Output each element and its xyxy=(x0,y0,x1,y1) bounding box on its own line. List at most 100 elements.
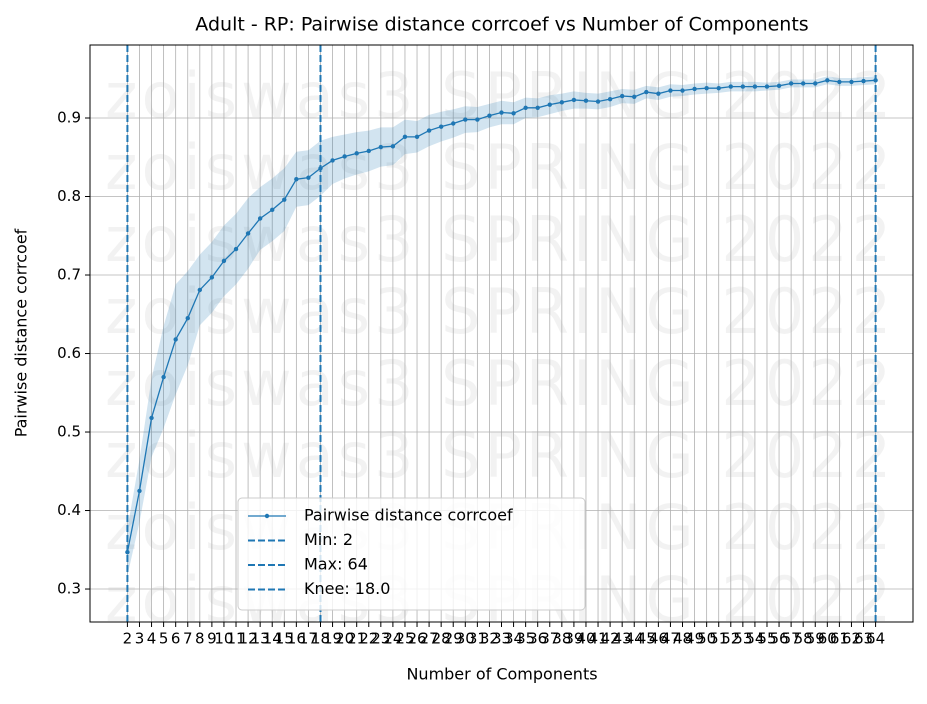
x-tick-label: 8 xyxy=(195,630,205,648)
x-tick-label: 40 xyxy=(576,630,595,648)
plot-frame xyxy=(89,44,914,623)
x-tick-label: 35 xyxy=(516,630,535,648)
x-tick-label: 11 xyxy=(226,630,245,648)
x-tick-label: 59 xyxy=(806,630,825,648)
x-tick-label: 55 xyxy=(757,630,776,648)
x-tick-label: 6 xyxy=(171,630,181,648)
x-tick-label: 4 xyxy=(147,630,157,648)
x-tick-label: 7 xyxy=(183,630,193,648)
x-tick-label: 31 xyxy=(468,630,487,648)
point xyxy=(330,158,335,163)
x-tick-label: 62 xyxy=(842,630,861,648)
x-tick-label: 19 xyxy=(323,630,342,648)
x-tick-label: 47 xyxy=(661,630,680,648)
x-tick-label: 29 xyxy=(444,630,463,648)
point xyxy=(849,79,854,85)
x-tick-label: 17 xyxy=(299,630,318,648)
legend-label: Min: 2 xyxy=(304,530,353,549)
point xyxy=(656,91,661,96)
x-tick-label: 15 xyxy=(275,630,294,648)
point xyxy=(559,100,565,105)
point xyxy=(354,151,359,156)
point xyxy=(644,89,649,95)
point xyxy=(137,488,142,494)
x-tick-label: 61 xyxy=(830,630,849,648)
point xyxy=(342,154,347,159)
x-tick-label: 60 xyxy=(818,630,837,648)
chart-title: Adult - RP: Pairwise distance corrcoef v… xyxy=(195,14,808,36)
x-tick-label: 30 xyxy=(456,630,475,648)
x-tick-label: 18 xyxy=(311,630,330,648)
point xyxy=(426,128,432,133)
point xyxy=(209,275,215,280)
point xyxy=(270,207,275,213)
x-tick-label: 57 xyxy=(782,630,801,648)
point xyxy=(294,177,299,182)
point xyxy=(185,315,190,321)
point xyxy=(197,287,203,293)
x-tick-label: 49 xyxy=(685,630,704,648)
point xyxy=(366,148,371,154)
point xyxy=(535,105,540,111)
x-tick-label: 37 xyxy=(540,630,559,648)
point xyxy=(173,337,178,342)
y-tick-label: 0.7 xyxy=(57,266,81,284)
x-tick-label: 28 xyxy=(432,630,451,648)
x-tick-label: 43 xyxy=(613,630,632,648)
legend-marker xyxy=(264,513,270,519)
legend-label: Knee: 18.0 xyxy=(304,579,390,598)
x-tick-label: 45 xyxy=(637,630,656,648)
x-tick-label: 51 xyxy=(709,630,728,648)
x-axis-label: Number of Components xyxy=(406,665,597,684)
y-tick-label: 0.3 xyxy=(57,580,81,598)
x-tick-label: 48 xyxy=(673,630,692,648)
x-tick-label: 53 xyxy=(733,630,752,648)
legend-label: Pairwise distance corrcoef xyxy=(304,506,513,525)
x-tick-label: 2 xyxy=(123,630,133,648)
x-tick-label: 64 xyxy=(866,630,885,648)
x-tick-label: 39 xyxy=(564,630,583,648)
watermark-text: zoiswas3 SPRING 2022 xyxy=(105,419,895,492)
x-tick-label: 50 xyxy=(697,630,716,648)
watermark-text: zoiswas3 SPRING 2022 xyxy=(105,131,895,204)
point xyxy=(571,97,577,103)
y-tick-label: 0.6 xyxy=(57,344,81,362)
point xyxy=(837,79,842,85)
point xyxy=(740,84,746,89)
point xyxy=(728,84,733,89)
legend-label: Max: 64 xyxy=(304,555,368,574)
x-tick-label: 41 xyxy=(588,630,607,648)
point xyxy=(668,88,673,93)
point xyxy=(390,144,396,149)
point xyxy=(619,93,625,99)
point xyxy=(776,83,782,89)
point xyxy=(451,121,456,126)
y-tick-label: 0.9 xyxy=(57,109,81,127)
x-tick-label: 26 xyxy=(407,630,426,648)
point xyxy=(125,549,130,555)
point xyxy=(233,246,239,252)
point xyxy=(680,88,685,93)
x-tick-label: 38 xyxy=(552,630,571,648)
point xyxy=(487,113,492,118)
point xyxy=(825,78,830,83)
point xyxy=(499,110,504,115)
point xyxy=(221,258,227,264)
y-tick-label: 0.5 xyxy=(57,423,81,441)
x-tick-label: 9 xyxy=(207,630,217,648)
x-tick-label: 44 xyxy=(625,630,644,648)
y-axis-label: Pairwise distance corrcoef xyxy=(12,228,31,437)
point xyxy=(306,175,311,180)
x-tick-label: 27 xyxy=(420,630,439,648)
x-tick-label: 14 xyxy=(263,630,282,648)
x-tick-label: 36 xyxy=(528,630,547,648)
point xyxy=(716,85,721,91)
x-tick-label: 32 xyxy=(480,630,499,648)
x-tick-label: 46 xyxy=(649,630,668,648)
point xyxy=(282,197,287,202)
point xyxy=(378,144,384,150)
x-tick-label: 5 xyxy=(159,630,169,648)
point xyxy=(813,81,818,86)
x-tick-label: 3 xyxy=(135,630,145,648)
